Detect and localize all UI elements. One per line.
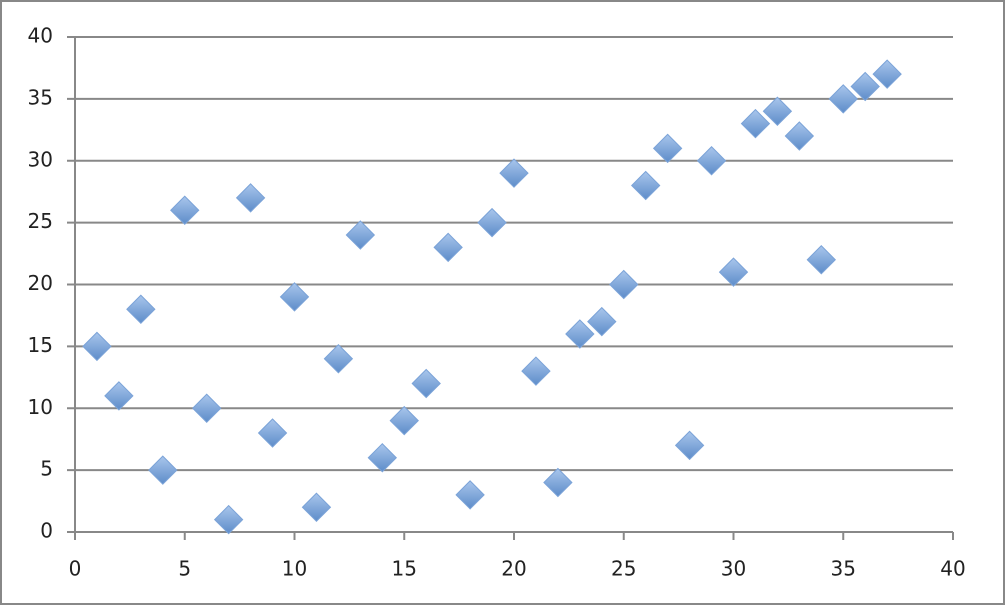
- marker: [191, 393, 222, 423]
- marker: [718, 257, 749, 287]
- marker: [148, 455, 178, 485]
- y-tick-label: 25: [28, 209, 53, 233]
- marker: [543, 467, 573, 498]
- x-tick-label: 30: [721, 557, 746, 581]
- y-tick-label: 5: [40, 457, 53, 481]
- marker: [806, 245, 837, 275]
- marker: [565, 319, 595, 349]
- marker: [213, 504, 244, 535]
- marker: [477, 207, 507, 238]
- marker: [587, 306, 617, 337]
- x-tick-label: 0: [69, 557, 82, 581]
- marker: [104, 381, 134, 411]
- marker: [455, 480, 485, 510]
- marker: [630, 170, 661, 201]
- x-tick-label: 5: [178, 557, 191, 581]
- marker: [323, 344, 354, 374]
- x-tick-label: 20: [501, 557, 526, 581]
- x-tick-label: 35: [831, 557, 856, 581]
- marker: [411, 368, 441, 399]
- x-tick-label: 25: [611, 557, 636, 581]
- marker: [433, 232, 463, 263]
- marker: [652, 133, 683, 164]
- marker: [872, 59, 902, 89]
- x-tick-label: 10: [282, 557, 307, 581]
- marker: [345, 220, 376, 250]
- marker: [279, 282, 310, 312]
- marker: [521, 356, 551, 386]
- marker: [674, 430, 705, 461]
- x-tick-label: 15: [392, 557, 417, 581]
- marker: [235, 183, 266, 213]
- marker: [828, 84, 858, 114]
- y-tick-label: 35: [28, 85, 53, 109]
- y-tick-label: 30: [28, 147, 53, 171]
- marker: [784, 121, 815, 151]
- marker: [301, 492, 332, 522]
- y-tick-label: 0: [40, 519, 53, 543]
- marker: [389, 405, 419, 436]
- y-tick-label: 15: [28, 333, 53, 357]
- x-tick-label: 40: [940, 557, 965, 581]
- marker: [762, 96, 793, 126]
- marker: [850, 71, 880, 102]
- marker: [126, 294, 156, 324]
- y-tick-label: 20: [28, 271, 53, 295]
- marker: [82, 331, 112, 362]
- marker: [170, 195, 200, 225]
- marker: [740, 108, 771, 139]
- marker: [696, 146, 727, 176]
- marker: [257, 418, 288, 448]
- y-tick-label: 40: [28, 24, 53, 48]
- marker: [609, 269, 639, 300]
- marker: [367, 443, 398, 473]
- y-tick-label: 10: [28, 395, 53, 419]
- marker: [499, 158, 529, 188]
